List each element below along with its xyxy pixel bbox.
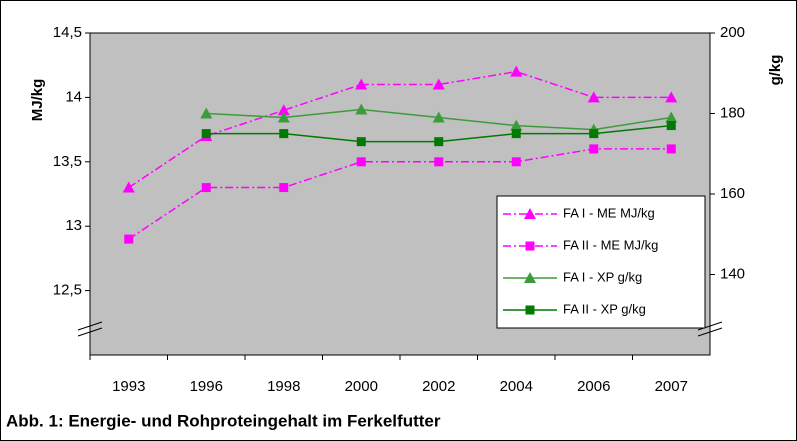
y-tick-label: 13,5 [53, 153, 82, 170]
point [510, 65, 523, 77]
x-tick-label: 1996 [190, 378, 223, 395]
point [277, 104, 290, 116]
y-tick-label: 14 [65, 88, 82, 105]
x-tick-label: 2006 [577, 378, 610, 395]
chart-title: Abb. 1: Energie- und Rohproteingehalt im… [6, 411, 441, 430]
point [201, 129, 211, 139]
legend-marker [524, 272, 536, 283]
point [279, 183, 289, 193]
y-tick-label: 12,5 [53, 282, 82, 299]
legend-marker [525, 305, 535, 315]
legend-label: FA II - XP g/kg [563, 301, 646, 316]
point [587, 91, 600, 103]
point [511, 129, 521, 139]
point [122, 181, 135, 193]
x-tick-label: 1993 [112, 378, 145, 395]
point [201, 183, 211, 193]
point [665, 91, 678, 103]
axis-break [77, 321, 723, 337]
y-axis-label: MJ/kg [29, 79, 46, 122]
point [666, 144, 676, 154]
point [200, 107, 213, 119]
y2-tick-label: 140 [720, 265, 745, 282]
point [666, 121, 676, 131]
legend-marker [524, 208, 536, 219]
x-tick-label: 2004 [500, 378, 533, 395]
legend-label: FA I - XP g/kg [563, 269, 642, 284]
y2-axis-label: g/kg [767, 55, 784, 86]
x-tick-label: 2000 [345, 378, 378, 395]
point [665, 111, 678, 123]
point [356, 137, 366, 147]
legend-label: FA II - ME MJ/kg [563, 237, 658, 252]
x-tick-label: 2002 [422, 378, 455, 395]
y2-tick-label: 200 [720, 24, 745, 41]
point [434, 137, 444, 147]
point [589, 129, 599, 139]
y-tick-label: 14,5 [53, 24, 82, 41]
point [277, 111, 290, 123]
legend-label: FA I - ME MJ/kg [563, 205, 655, 220]
point [434, 157, 444, 167]
point [356, 157, 366, 167]
point [510, 119, 523, 131]
series-line [128, 70, 672, 189]
y2-tick-label: 160 [720, 185, 745, 202]
point [355, 78, 368, 90]
point [432, 111, 445, 123]
series-line [128, 148, 672, 240]
point [511, 157, 521, 167]
y-tick-label: 13 [65, 217, 82, 234]
point [124, 234, 134, 244]
point [432, 78, 445, 90]
y2-tick-label: 180 [720, 104, 745, 121]
point [279, 129, 289, 139]
x-tick-label: 2007 [655, 378, 688, 395]
point [355, 103, 368, 115]
legend-marker [525, 241, 535, 251]
point [589, 144, 599, 154]
x-tick-label: 1998 [267, 378, 300, 395]
